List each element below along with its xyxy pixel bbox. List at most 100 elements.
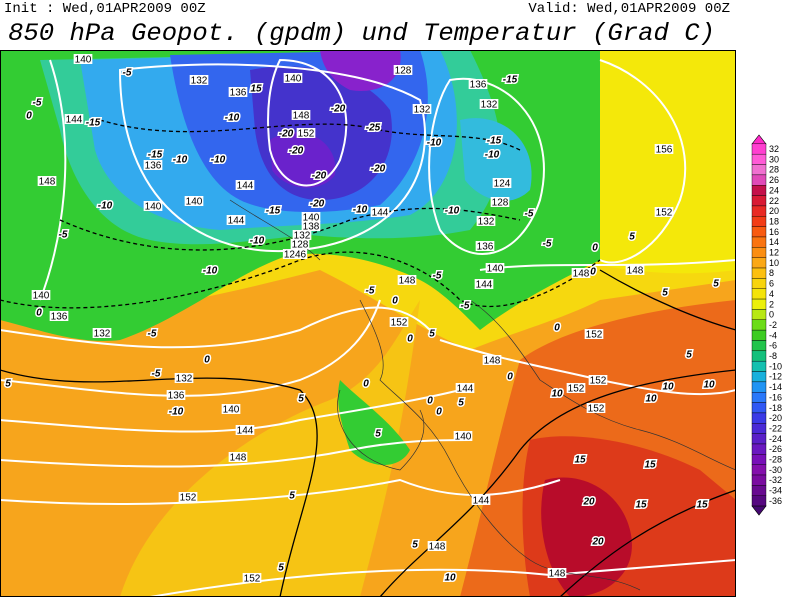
- colorbar-swatch: [751, 185, 767, 196]
- geopotential-label-text: 132: [478, 217, 495, 228]
- colorbar-swatch: [751, 309, 767, 320]
- colorbar-label: -24: [769, 434, 782, 444]
- coastline: [337, 389, 425, 471]
- temperature-label: 10: [703, 380, 715, 391]
- contour: [0, 299, 381, 397]
- colorbar-label: 12: [769, 248, 779, 258]
- colorbar-swatch: [751, 267, 767, 279]
- temperature-label: -10: [485, 150, 500, 161]
- geopotential-label-box: [226, 215, 246, 225]
- colorbar-swatch: [751, 433, 767, 445]
- geopotential-label: 128: [490, 197, 510, 209]
- geopotential-label-text: 144: [237, 426, 254, 437]
- geopotential-label-box: [588, 375, 608, 385]
- geopotential-label-text: 148: [293, 111, 310, 122]
- colorbar-label: 26: [769, 175, 779, 185]
- geopotential-label-text: 144: [372, 208, 389, 219]
- field-yellow-south: [120, 300, 420, 597]
- geopotential-label-text: 148: [573, 269, 590, 280]
- geopotential-label-box: [235, 180, 255, 190]
- geopotential-label: 152: [178, 492, 198, 504]
- temperature-label: 5: [429, 329, 435, 340]
- temperature-label: -5: [525, 209, 534, 220]
- temperature-label: -5: [366, 286, 375, 297]
- temperature-label: 15: [644, 460, 656, 471]
- temperature-label: 10: [444, 573, 456, 584]
- geopotential-label-box: [143, 201, 163, 211]
- geopotential-label-box: [282, 249, 308, 259]
- colorbar-label: -10: [769, 361, 782, 371]
- geopotential-label-box: [566, 383, 586, 393]
- geopotential-label-box: [31, 290, 51, 300]
- temperature-field: 140 132 136 140 128 136 132 148 152 132 144 136 148 1…: [0, 50, 736, 597]
- geopotential-label-box: [283, 73, 303, 83]
- colorbar-swatch: [751, 381, 767, 393]
- geopotential-label-text: 144: [228, 216, 245, 227]
- colorbar-swatch: [751, 464, 767, 476]
- isotherm: [0, 369, 318, 597]
- colorbar-label: -22: [769, 423, 782, 433]
- temperature-label: 0: [36, 308, 42, 319]
- geopotential-label-text: 152: [590, 376, 607, 387]
- colorbar-swatch: [751, 216, 767, 227]
- temperature-label: 15: [696, 500, 708, 511]
- geopotential-label: 140: [301, 212, 321, 224]
- geopotential-label: 132: [92, 328, 112, 340]
- geopotential-label-box: [584, 329, 604, 339]
- temperature-label: 5: [375, 429, 381, 440]
- geopotential-label-text: 128: [292, 240, 309, 251]
- colorbar-swatch: [751, 195, 767, 207]
- colorbar-swatch: [751, 360, 767, 372]
- geopotential-label-text: 152: [391, 318, 408, 329]
- colorbar-label: 24: [769, 185, 779, 195]
- geopotential-label-text: 132: [414, 105, 431, 116]
- colorbar-label: -12: [769, 372, 782, 382]
- geopotential-label-box: [427, 541, 447, 551]
- geopotential-label-box: [92, 328, 112, 338]
- geopotential-label-box: [453, 431, 473, 441]
- geopotential-label-text: 152: [588, 404, 605, 415]
- colorbar-label: 18: [769, 216, 779, 226]
- geopotential-label-box: [490, 197, 510, 207]
- temperature-label: 0: [407, 334, 413, 345]
- geopotential-label-box: [166, 390, 186, 400]
- geopotential-label: 140: [73, 54, 93, 66]
- temperature-label: -10: [250, 236, 265, 247]
- geopotential-label: 148: [625, 265, 645, 277]
- geopotential-label: 152: [389, 317, 409, 329]
- contour: [39, 59, 67, 301]
- geopotential-label-text: 138: [303, 222, 320, 233]
- contour: [479, 259, 736, 271]
- temperature-label: -5: [152, 369, 161, 380]
- contour: [0, 306, 431, 349]
- geopotential-label: 144: [64, 114, 84, 126]
- temperature-label: 5: [686, 350, 692, 361]
- geopotential-label: 124: [492, 178, 512, 190]
- colorbar-label: 28: [769, 165, 779, 175]
- geopotential-label-text: 144: [473, 496, 490, 507]
- geopotential-label-text: 144: [476, 280, 493, 291]
- geopotential-label: 136: [143, 160, 163, 172]
- geopotential-label-text: 136: [230, 88, 247, 99]
- geopotential-label-box: [242, 573, 262, 583]
- geopotential-label: 136: [49, 311, 69, 323]
- geopotential-label: 148: [571, 268, 591, 280]
- colorbar-label: 14: [769, 237, 779, 247]
- temperature-label: -5: [543, 239, 552, 250]
- geopotential-label-box: [73, 54, 93, 64]
- geopotential-label-box: [174, 373, 194, 383]
- geopotential-label-box: [492, 178, 512, 188]
- geopotential-label-box: [301, 212, 321, 222]
- colorbar-swatch: [751, 205, 767, 217]
- geopotential-label: 148: [228, 452, 248, 464]
- isotherm: [99, 119, 521, 151]
- geopotential-label: 152: [566, 383, 586, 395]
- colorbar-label: 16: [769, 227, 779, 237]
- geopotential-label: 148: [37, 176, 57, 188]
- geopotential-label-text: 140: [285, 74, 302, 85]
- temperature-label: -5: [461, 301, 470, 312]
- geopotential-label: 132: [476, 216, 496, 228]
- geopotential-label-text: 132: [294, 231, 311, 242]
- colorbar-swatch: [751, 257, 767, 269]
- colorbar-swatch: [751, 495, 767, 507]
